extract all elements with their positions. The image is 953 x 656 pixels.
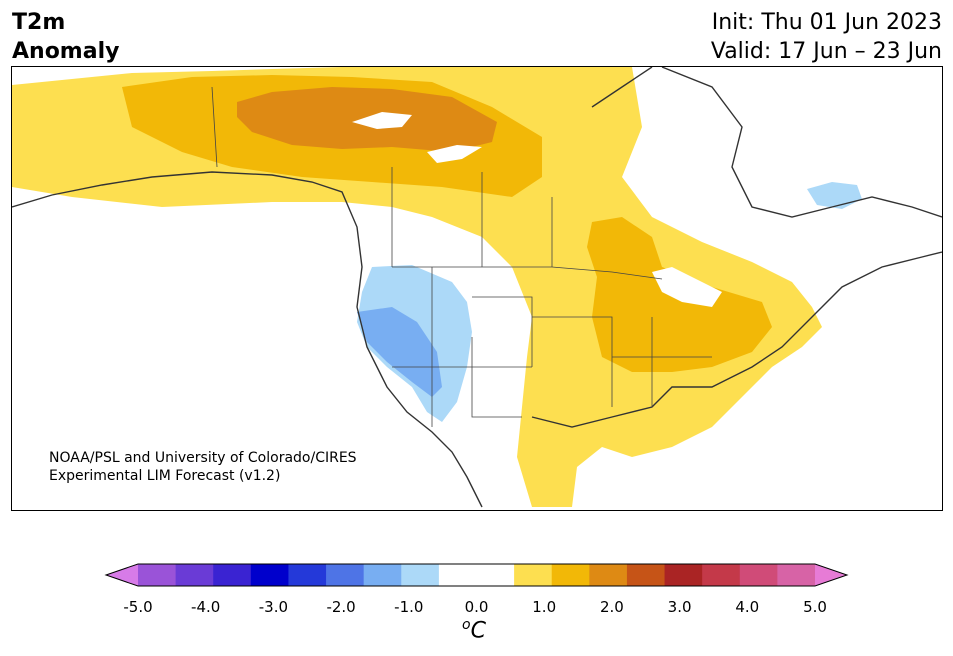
colorbar-bin [702, 564, 741, 586]
colorbar-tick-label: 1.0 [532, 598, 557, 616]
colorbar-bin [589, 564, 628, 586]
colorbar-tick-label: -5.0 [123, 598, 153, 616]
anomaly-warm-region [12, 67, 822, 507]
colorbar-bin [213, 564, 252, 586]
colorbar-bin [250, 564, 289, 586]
colorbar-tick-label: 3.0 [667, 598, 692, 616]
colorbar-bin [777, 564, 816, 586]
colorbar-tick-label: 4.0 [735, 598, 760, 616]
colorbar-tick-label: 0.0 [464, 598, 489, 616]
colorbar-tick-label: -3.0 [258, 598, 289, 616]
colorbar-bin [138, 564, 177, 586]
title-line-2: Anomaly [12, 39, 120, 64]
colorbar-tick-label: -1.0 [394, 598, 424, 616]
colorbar-bin [175, 564, 214, 586]
anomaly-mid-blue-region [357, 307, 442, 397]
colorbar-bin [363, 564, 402, 586]
coastlines [12, 67, 942, 508]
lake [427, 145, 482, 163]
forecast-dates: Init: Thu 01 Jun 2023 Valid: 17 Jun – 23… [711, 8, 942, 66]
credit-line-2: Experimental LIM Forecast (v1.2) [49, 468, 281, 484]
political-borders [211, 86, 712, 427]
colorbar-tick-label: -2.0 [326, 598, 356, 616]
colorbar-bin [401, 564, 440, 586]
colorbar-tick-label: -4.0 [191, 598, 221, 616]
colorbar-bin-max [815, 564, 847, 586]
colorbar-bin [551, 564, 590, 586]
credit-line-1: NOAA/PSL and University of Colorado/CIRE… [49, 450, 357, 466]
colorbar-bin [326, 564, 365, 586]
colorbar-bin [438, 564, 477, 586]
colorbar [104, 563, 849, 587]
valid-range: Valid: 17 Jun – 23 Jun [710, 39, 942, 64]
colorbar-tick-label: 2.0 [599, 598, 624, 616]
colorbar-bin [664, 564, 703, 586]
title-line-1: T2m [12, 10, 66, 35]
colorbar-bin [288, 564, 327, 586]
credit: NOAA/PSL and University of Colorado/CIRE… [49, 449, 357, 485]
lake [352, 112, 412, 129]
colorbar-bin [739, 564, 778, 586]
colorbar-bin-min [106, 564, 138, 586]
lake [652, 267, 722, 307]
anomaly-map [12, 67, 942, 508]
anomaly-cool-region-east [807, 182, 862, 209]
map-panel: NOAA/PSL and University of Colorado/CIRE… [11, 66, 943, 511]
colorbar-bin [514, 564, 553, 586]
colorbar-bin [626, 564, 666, 586]
init-date: Init: Thu 01 Jun 2023 [711, 10, 942, 35]
map-title: T2m Anomaly [12, 8, 119, 66]
colorbar-bin [476, 564, 515, 586]
colorbar-unit: oC [462, 617, 486, 644]
colorbar-tick-label: 5.0 [803, 598, 827, 616]
colorbar-outline [104, 563, 849, 587]
